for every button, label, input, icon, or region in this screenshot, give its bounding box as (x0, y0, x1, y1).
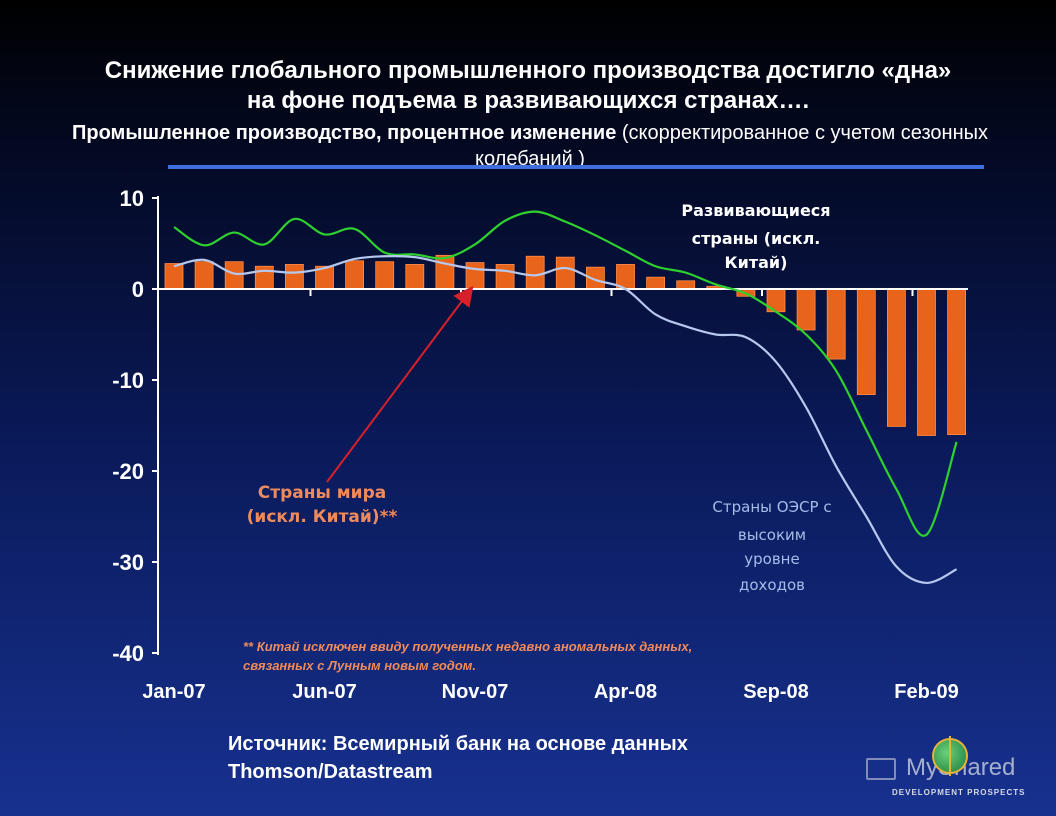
series-line-oecd (173, 254, 958, 585)
bar (646, 276, 665, 290)
bar (826, 288, 846, 360)
series-label-oecd: высоким (738, 526, 806, 544)
bar (887, 288, 906, 427)
watermark-logo: MyShared DEVELOPMENT PROSPECTS (862, 736, 1042, 800)
series-label-developing: Развивающиеся (681, 201, 830, 220)
footnote: связанных с Лунным новым годом. (243, 658, 476, 673)
bar (284, 264, 304, 290)
bar (856, 288, 876, 395)
title-underline (168, 165, 984, 169)
bar (917, 288, 936, 436)
presentation-icon (866, 758, 896, 780)
x-tick-label: Sep-08 (743, 681, 809, 703)
bar (555, 256, 575, 290)
globe-icon (932, 736, 968, 776)
series-label-oecd: уровне (744, 550, 799, 568)
x-tick-label: Jun-07 (292, 681, 356, 703)
y-tick-label: -40 (112, 641, 144, 666)
bar (224, 261, 244, 290)
subtitle-rest: (скорректированное с учетом сезонных кол… (475, 122, 988, 170)
series-label-developing: Китай) (725, 253, 788, 272)
bar (375, 261, 395, 290)
y-tick-label: 0 (132, 277, 144, 302)
chart-title: Снижение глобального промышленного произ… (0, 56, 1056, 116)
y-tick-label: -10 (112, 368, 144, 393)
y-tick-label: -30 (112, 550, 144, 575)
series-label-world: (искл. Китай)** (247, 507, 398, 527)
bar (796, 288, 816, 331)
x-tick-label: Apr-08 (594, 681, 657, 703)
bar (254, 265, 274, 290)
bar (405, 264, 425, 290)
source-line-1: Источник: Всемирный банк на основе данны… (228, 733, 688, 755)
bar (495, 264, 515, 290)
logo-tagline: DEVELOPMENT PROSPECTS (892, 788, 1026, 797)
bar (525, 255, 545, 290)
x-tick-label: Jan-07 (142, 681, 205, 703)
bar (435, 254, 455, 290)
y-tick-label: 10 (120, 186, 144, 211)
bar (164, 263, 184, 290)
title-line-2: на фоне подъема в развивающихся странах…… (246, 87, 810, 114)
bar (465, 262, 485, 290)
series-line-developing (173, 210, 958, 537)
chart-subtitle: Промышленное производство, процентное из… (30, 120, 1030, 172)
bar (947, 288, 966, 436)
series-label-oecd: доходов (739, 576, 805, 594)
source-note: Источник: Всемирный банк на основе данны… (228, 730, 848, 786)
series-label-world: Страны мира (258, 483, 386, 503)
y-tick-label: -20 (112, 459, 144, 484)
subtitle-bold: Промышленное производство, процентное из… (72, 122, 617, 144)
bar (676, 280, 696, 290)
series-label-developing: страны (искл. (692, 229, 821, 248)
source-line-2: Thomson/Datastream (228, 761, 433, 783)
annotation-arrow (326, 285, 474, 483)
bar (194, 261, 214, 290)
title-line-1: Снижение глобального промышленного произ… (104, 57, 952, 84)
series-label-oecd: Страны ОЭСР с (712, 498, 831, 516)
footnote: ** Китай исключен ввиду полученных недав… (243, 639, 692, 654)
x-tick-label: Feb-09 (894, 681, 958, 703)
x-tick-label: Nov-07 (442, 681, 509, 703)
bar (345, 260, 365, 290)
